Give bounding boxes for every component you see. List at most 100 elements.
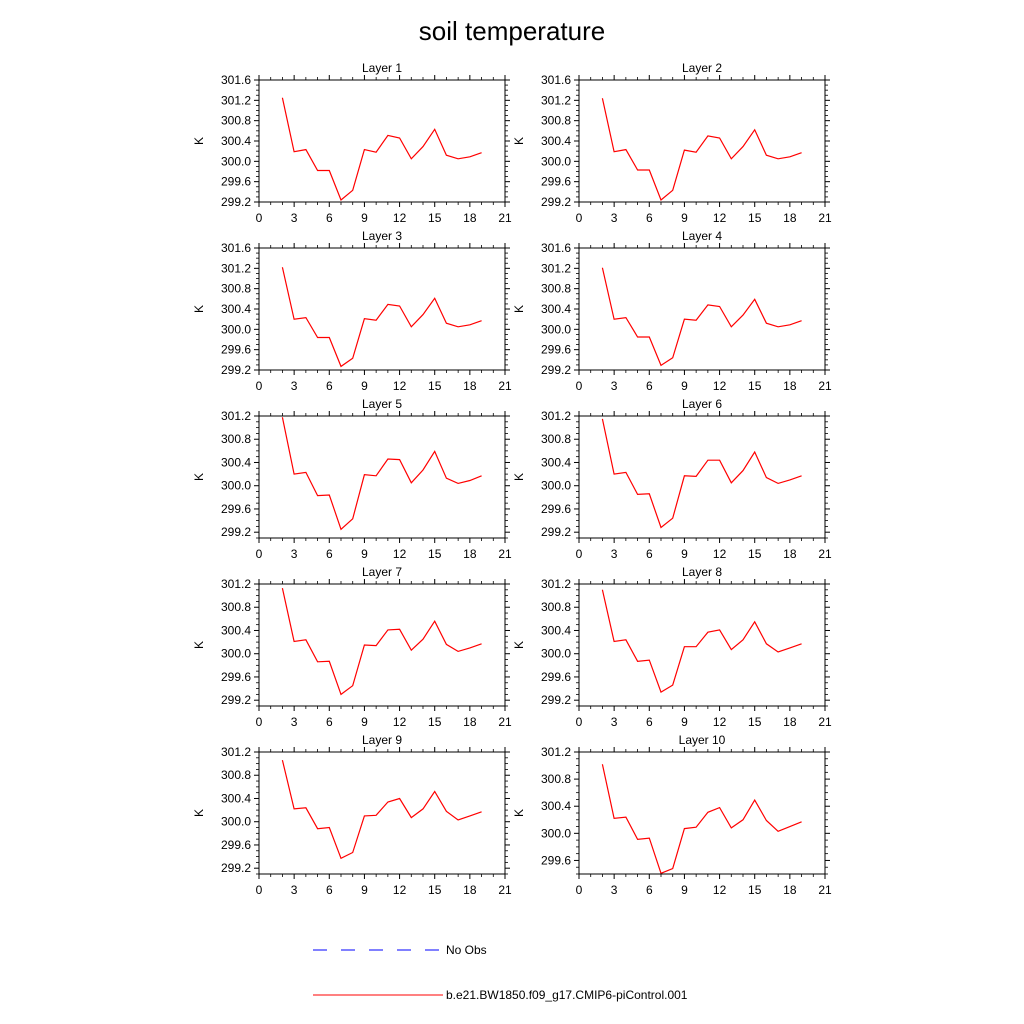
y-tick-label: 299.6: [221, 670, 251, 684]
x-tick-label: 21: [498, 379, 512, 393]
x-tick-label: 3: [611, 715, 618, 729]
x-tick-label: 0: [576, 883, 583, 897]
x-tick-label: 18: [783, 715, 797, 729]
y-tick-label: 300.4: [541, 799, 571, 813]
x-tick-label: 3: [291, 883, 298, 897]
x-tick-label: 0: [576, 547, 583, 561]
x-tick-label: 6: [326, 547, 333, 561]
series-line-model: [281, 759, 482, 860]
x-tick-label: 0: [576, 379, 583, 393]
series-line-model: [281, 587, 482, 696]
x-tick-label: 6: [326, 715, 333, 729]
x-tick-label: 21: [818, 715, 832, 729]
y-tick-label: 300.8: [221, 282, 251, 296]
y-tick-label: 300.8: [541, 432, 571, 446]
y-tick-label: 301.6: [541, 73, 571, 87]
x-tick-label: 15: [428, 883, 442, 897]
y-tick-label: 299.6: [541, 670, 571, 684]
series-line-model: [601, 589, 802, 693]
y-tick-label: 299.6: [541, 502, 571, 516]
plot-frame: [258, 751, 506, 875]
x-tick-label: 18: [783, 547, 797, 561]
x-tick-label: 6: [646, 547, 653, 561]
series-line-model: [601, 418, 802, 529]
x-tick-label: 18: [783, 211, 797, 225]
x-tick-label: 6: [326, 211, 333, 225]
y-tick-label: 300.4: [541, 134, 571, 148]
x-tick-label: 6: [646, 211, 653, 225]
x-tick-label: 15: [748, 547, 762, 561]
x-tick-label: 12: [393, 715, 407, 729]
y-tick-label: 300.4: [221, 134, 251, 148]
y-tick-label: 301.2: [541, 261, 571, 275]
figure-title: soil temperature: [419, 16, 605, 46]
x-tick-label: 3: [611, 883, 618, 897]
y-tick-label: 299.2: [221, 861, 251, 875]
plot-frame: [258, 415, 506, 539]
x-tick-label: 0: [256, 379, 263, 393]
y-axis-label: K: [192, 137, 206, 145]
y-tick-label: 300.4: [221, 623, 251, 637]
y-tick-label: 299.2: [541, 363, 571, 377]
y-tick-label: 299.2: [221, 363, 251, 377]
x-tick-label: 15: [748, 379, 762, 393]
panel-title: Layer 6: [682, 397, 722, 411]
y-tick-label: 301.2: [221, 577, 251, 591]
x-tick-label: 9: [681, 211, 688, 225]
y-tick-label: 301.2: [221, 409, 251, 423]
x-tick-label: 6: [646, 379, 653, 393]
x-tick-label: 12: [713, 379, 727, 393]
y-tick-label: 301.2: [221, 93, 251, 107]
y-tick-label: 300.0: [221, 815, 251, 829]
x-tick-label: 21: [498, 211, 512, 225]
x-tick-label: 0: [256, 211, 263, 225]
legend-label: No Obs: [446, 943, 487, 957]
panel-title: Layer 10: [679, 733, 726, 747]
y-tick-label: 299.6: [541, 343, 571, 357]
x-tick-label: 9: [681, 547, 688, 561]
plot-frame: [258, 247, 506, 371]
y-tick-label: 300.8: [541, 600, 571, 614]
y-tick-label: 301.2: [541, 409, 571, 423]
plot-frame: [258, 583, 506, 707]
x-tick-label: 3: [291, 547, 298, 561]
y-tick-label: 300.8: [541, 282, 571, 296]
x-tick-label: 15: [428, 547, 442, 561]
y-tick-label: 299.2: [221, 693, 251, 707]
x-tick-label: 21: [818, 547, 832, 561]
y-tick-label: 300.0: [541, 154, 571, 168]
x-tick-label: 15: [748, 883, 762, 897]
series-line-model: [281, 417, 482, 531]
x-tick-label: 12: [713, 715, 727, 729]
x-tick-label: 18: [463, 715, 477, 729]
x-tick-label: 21: [498, 883, 512, 897]
y-tick-label: 300.0: [221, 154, 251, 168]
panel-title: Layer 2: [682, 61, 722, 75]
x-tick-label: 0: [256, 715, 263, 729]
y-axis-label: K: [192, 305, 206, 313]
x-tick-label: 12: [393, 379, 407, 393]
x-tick-label: 18: [463, 883, 477, 897]
y-tick-label: 299.6: [221, 838, 251, 852]
series-line-model: [601, 764, 802, 874]
x-tick-label: 9: [681, 715, 688, 729]
x-tick-label: 15: [428, 715, 442, 729]
x-tick-label: 9: [681, 379, 688, 393]
y-tick-label: 301.6: [541, 241, 571, 255]
y-tick-label: 301.2: [221, 745, 251, 759]
panel-title: Layer 8: [682, 565, 722, 579]
x-tick-label: 21: [498, 547, 512, 561]
x-tick-label: 3: [291, 211, 298, 225]
x-tick-label: 3: [291, 379, 298, 393]
panel-layer-6: Layer 6 K 299.2 299.6 300.0 300.4 300.8 301.2 0 3…: [512, 397, 832, 561]
x-tick-label: 12: [393, 211, 407, 225]
x-tick-label: 15: [428, 379, 442, 393]
y-tick-label: 299.2: [541, 693, 571, 707]
y-axis-label: K: [192, 473, 206, 481]
x-tick-label: 21: [818, 379, 832, 393]
y-tick-label: 300.4: [221, 455, 251, 469]
y-tick-label: 300.8: [221, 114, 251, 128]
x-tick-label: 15: [748, 715, 762, 729]
x-tick-label: 0: [256, 547, 263, 561]
panel-title: Layer 4: [682, 229, 722, 243]
